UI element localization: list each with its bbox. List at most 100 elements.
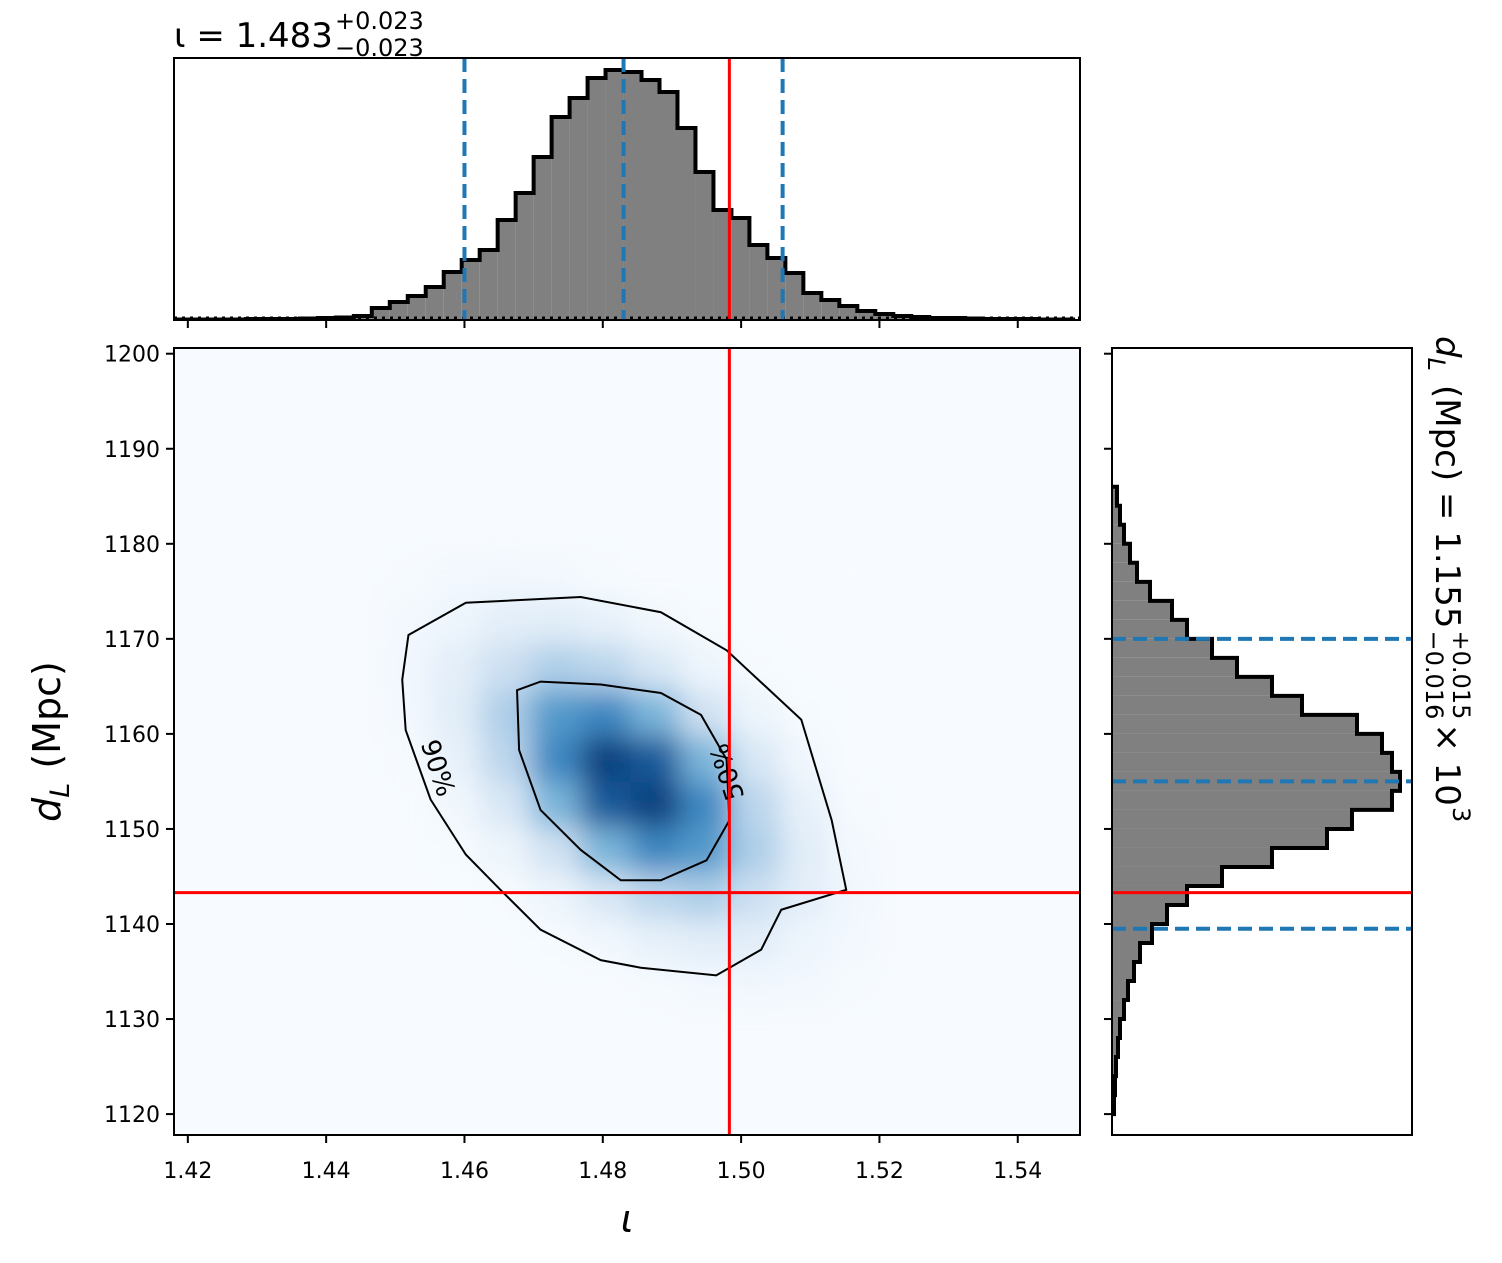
histogram-bar	[1112, 1019, 1120, 1039]
heatmap-cell	[580, 918, 631, 965]
heatmap-cell	[680, 781, 731, 828]
histogram-bar	[1112, 847, 1272, 867]
heatmap-cell	[530, 827, 582, 874]
histogram-bar	[1112, 657, 1237, 677]
histogram-bar	[1112, 600, 1172, 620]
histogram-bar	[1112, 505, 1120, 525]
heatmap-cell	[381, 872, 432, 919]
heatmap-cell	[730, 781, 781, 828]
histogram-bar	[875, 314, 894, 320]
y-tick-label: 1120	[104, 1103, 160, 1128]
histogram-bar	[443, 272, 462, 320]
histogram-bar	[587, 78, 606, 320]
y-tick-label: 1150	[104, 818, 160, 843]
heatmap-cell	[381, 553, 432, 600]
y-tick-label: 1170	[104, 628, 160, 653]
heatmap-cell	[680, 644, 731, 691]
x-tick-label: 1.48	[578, 1159, 627, 1184]
heatmap-cell	[530, 598, 582, 646]
histogram-bar	[713, 210, 732, 320]
histogram-bar	[1112, 486, 1117, 506]
heatmap-cell	[580, 827, 631, 874]
heatmap-cells	[381, 553, 880, 1011]
heatmap-cell	[630, 827, 681, 874]
heatmap-cell	[431, 963, 482, 1011]
histogram	[1112, 484, 1412, 1117]
heatmap-cell	[779, 963, 831, 1011]
histogram-bar	[1112, 828, 1327, 848]
histogram-bar	[479, 250, 498, 320]
histogram-bar	[803, 293, 822, 320]
y-label-symbol: d	[25, 797, 69, 822]
histogram-bar	[1112, 1038, 1118, 1058]
histogram-bar	[839, 306, 858, 320]
histogram-bar	[569, 98, 588, 320]
histogram-bar	[731, 218, 750, 320]
histogram-bar	[1112, 771, 1400, 791]
heatmap-cell	[530, 735, 582, 782]
x-tick-label: 1.52	[855, 1159, 904, 1184]
histogram-outline	[1112, 484, 1402, 1117]
title-power: 3	[1447, 807, 1475, 822]
y-label-unit: (Mpc)	[25, 661, 69, 768]
heatmap-cell	[680, 918, 731, 965]
histogram-bar	[1112, 543, 1130, 563]
axes-frame	[173, 347, 1081, 1136]
heatmap-cell	[431, 735, 482, 782]
heatmap-cell	[680, 735, 731, 782]
heatmap-cell	[680, 553, 731, 600]
heatmap-cell	[381, 781, 432, 828]
histogram-bar	[1112, 752, 1392, 772]
heatmap-cell	[481, 690, 532, 737]
histogram-bar	[749, 245, 768, 320]
heatmap-cell	[431, 872, 482, 919]
heatmap-cell	[779, 553, 831, 600]
histogram-bar	[605, 70, 624, 320]
heatmap-cell	[829, 598, 880, 646]
histogram-bar	[1112, 866, 1222, 886]
histogram-bar	[1112, 962, 1134, 982]
histogram-bar	[1112, 1000, 1124, 1020]
histogram	[174, 58, 1080, 320]
y-tick-label: 1200	[104, 343, 160, 368]
heatmap-cell	[829, 690, 880, 737]
y-label-subscript: L	[45, 783, 76, 798]
histogram-bar	[1112, 733, 1382, 753]
heatmap-cell	[779, 827, 831, 874]
heatmap-cell	[730, 690, 781, 737]
title-main: (Mpc) = 1.155	[1427, 385, 1467, 629]
heatmap-cell	[829, 735, 880, 782]
histogram-bar	[1112, 885, 1187, 905]
heatmap-cell	[829, 963, 880, 1011]
contour-line	[401, 596, 848, 977]
title-upper: +0.015	[1447, 631, 1475, 720]
heatmap-cell	[530, 690, 582, 737]
x-tick-label: 1.42	[163, 1159, 212, 1184]
histogram-bar	[407, 296, 426, 320]
contour-line	[516, 680, 731, 882]
histogram-bar	[641, 80, 660, 320]
heatmap-cell	[431, 690, 482, 737]
heatmap-cell	[779, 918, 831, 965]
heatmap-cell	[829, 644, 880, 691]
histogram-bar	[1112, 581, 1150, 601]
heatmap-cell	[630, 781, 681, 828]
y-tick-label: 1160	[104, 723, 160, 748]
y-tick-label: 1130	[104, 1008, 160, 1033]
title-upper: +0.023	[335, 7, 424, 35]
title-symbol: d	[1427, 336, 1467, 358]
heatmap-cell	[630, 735, 681, 782]
histogram-bar	[857, 311, 876, 320]
histogram-bar	[389, 302, 408, 320]
heatmap-cell	[530, 918, 582, 965]
heatmap-cell	[730, 598, 781, 646]
histogram-bar	[1112, 638, 1212, 658]
histogram-bar	[1112, 714, 1357, 734]
heatmap-cell	[829, 918, 880, 965]
title-main: ι = 1.483	[174, 16, 333, 56]
heatmap-cell	[431, 781, 482, 828]
heatmap-cell	[530, 963, 582, 1011]
histogram-bar	[515, 193, 534, 320]
heatmap-cell	[381, 918, 432, 965]
heatmap-cell	[630, 690, 681, 737]
